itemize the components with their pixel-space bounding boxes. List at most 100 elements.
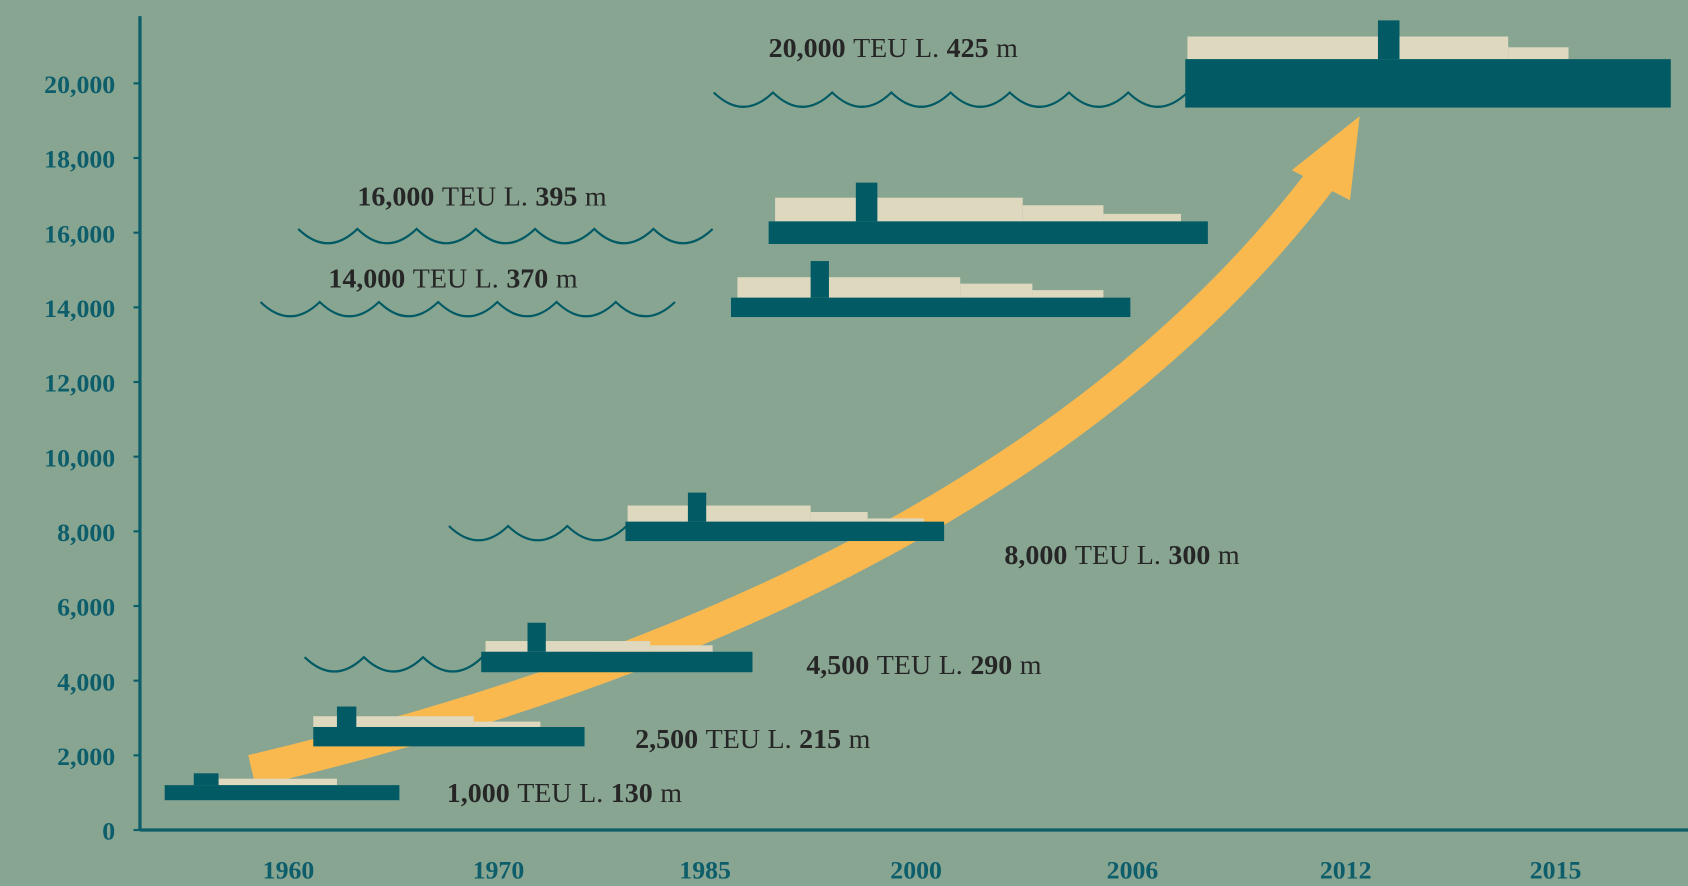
- ship: 2,500 TEU L. 215 m: [313, 706, 871, 755]
- deck: [485, 641, 651, 652]
- label-part: TEU: [413, 263, 467, 294]
- ship: 1,000 TEU L. 130 m: [164, 773, 682, 809]
- funnel: [527, 622, 546, 652]
- label-part: 130: [611, 778, 653, 809]
- hull: [768, 221, 1208, 244]
- label-part: TEU: [517, 778, 571, 809]
- ship: 16,000 TEU L. 395 m: [297, 182, 1208, 245]
- deck: [1103, 213, 1181, 222]
- deck: [313, 716, 474, 727]
- label-part: L.: [939, 650, 963, 681]
- label-part: 215: [799, 724, 841, 755]
- x-tick-label: 2012: [1320, 855, 1372, 884]
- label-part: m: [849, 724, 871, 755]
- y-tick-label: 8,000: [57, 518, 115, 547]
- label-part: L.: [504, 182, 528, 213]
- hull: [313, 726, 585, 747]
- y-tick-label: 2,000: [57, 742, 115, 771]
- axes: 02,0004,0006,0008,00010,00012,00014,0001…: [44, 16, 1688, 884]
- label-part: TEU: [706, 724, 760, 755]
- label-part: 2,500: [635, 724, 698, 755]
- label-part: 20,000: [769, 33, 846, 64]
- y-tick-label: 4,000: [57, 667, 115, 696]
- label-part: L.: [1137, 540, 1161, 571]
- label-part: TEU: [442, 182, 496, 213]
- x-tick-label: 1985: [679, 855, 731, 884]
- ship: 8,000 TEU L. 300 m: [448, 492, 1240, 571]
- ship: 14,000 TEU L. 370 m: [259, 261, 1131, 318]
- funnel: [687, 492, 707, 522]
- y-tick-label: 0: [102, 817, 115, 846]
- wave: [303, 655, 484, 673]
- label-part: 8,000: [1004, 540, 1067, 571]
- ship-label: 20,000 TEU L. 425 m: [769, 33, 1018, 64]
- deck: [650, 645, 713, 652]
- label-part: 300: [1168, 540, 1210, 571]
- wave: [297, 227, 714, 245]
- funnel: [855, 182, 878, 222]
- funnel: [1377, 20, 1400, 60]
- arrow-body: [248, 162, 1340, 787]
- x-tick-label: 1960: [263, 855, 315, 884]
- label-part: 16,000: [357, 182, 434, 213]
- deck: [737, 277, 961, 298]
- deck: [218, 778, 337, 786]
- ship-label: 16,000 TEU L. 395 m: [357, 182, 606, 213]
- deck: [627, 505, 811, 522]
- label-part: m: [556, 263, 578, 294]
- wave: [448, 524, 628, 542]
- y-tick-label: 6,000: [57, 593, 115, 622]
- x-tick-label: 2006: [1107, 855, 1159, 884]
- x-tick-label: 2015: [1530, 855, 1582, 884]
- wave: [712, 91, 1189, 108]
- label-part: TEU: [853, 33, 907, 64]
- hull: [730, 297, 1131, 318]
- deck: [1032, 290, 1104, 298]
- y-tick-label: 16,000: [44, 219, 115, 248]
- label-part: TEU: [1075, 540, 1129, 571]
- label-part: 4,500: [806, 650, 869, 681]
- hull: [481, 651, 753, 673]
- funnel: [810, 261, 829, 298]
- label-part: 425: [947, 33, 989, 64]
- deck: [473, 721, 541, 727]
- y-tick-label: 18,000: [44, 145, 115, 174]
- label-part: L.: [768, 724, 792, 755]
- funnel: [336, 706, 357, 727]
- label-part: TEU: [877, 650, 931, 681]
- funnel: [193, 773, 219, 786]
- y-tick-label: 14,000: [44, 294, 115, 323]
- label-part: L.: [475, 263, 499, 294]
- x-tick-label: 2000: [890, 855, 942, 884]
- deck: [1022, 205, 1104, 222]
- label-part: 14,000: [328, 263, 405, 294]
- label-part: 1,000: [447, 778, 510, 809]
- ship-label: 14,000 TEU L. 370 m: [328, 263, 577, 294]
- label-part: L.: [915, 33, 939, 64]
- ship: 4,500 TEU L. 290 m: [303, 622, 1042, 681]
- ships: 1,000 TEU L. 130 m2,500 TEU L. 215 m4,500 TEU L. 29…: [164, 20, 1671, 809]
- label-part: L.: [579, 778, 603, 809]
- deck: [1508, 47, 1569, 60]
- y-tick-label: 12,000: [44, 369, 115, 398]
- label-part: 395: [535, 182, 577, 213]
- hull: [625, 521, 945, 542]
- deck: [810, 511, 868, 522]
- ship-label: 2,500 TEU L. 215 m: [635, 724, 870, 755]
- deck: [960, 283, 1033, 298]
- ship-label: 1,000 TEU L. 130 m: [447, 778, 682, 809]
- ship-label: 8,000 TEU L. 300 m: [1004, 540, 1239, 571]
- label-part: 370: [506, 263, 548, 294]
- label-part: m: [1020, 650, 1042, 681]
- label-part: m: [660, 778, 682, 809]
- hull: [1185, 59, 1671, 108]
- label-part: 290: [970, 650, 1012, 681]
- ship-label: 4,500 TEU L. 290 m: [806, 650, 1041, 681]
- label-part: m: [1218, 540, 1240, 571]
- hull: [164, 785, 400, 801]
- deck: [867, 518, 924, 522]
- label-part: m: [585, 182, 607, 213]
- y-tick-label: 10,000: [44, 443, 115, 472]
- x-tick-label: 1970: [473, 855, 525, 884]
